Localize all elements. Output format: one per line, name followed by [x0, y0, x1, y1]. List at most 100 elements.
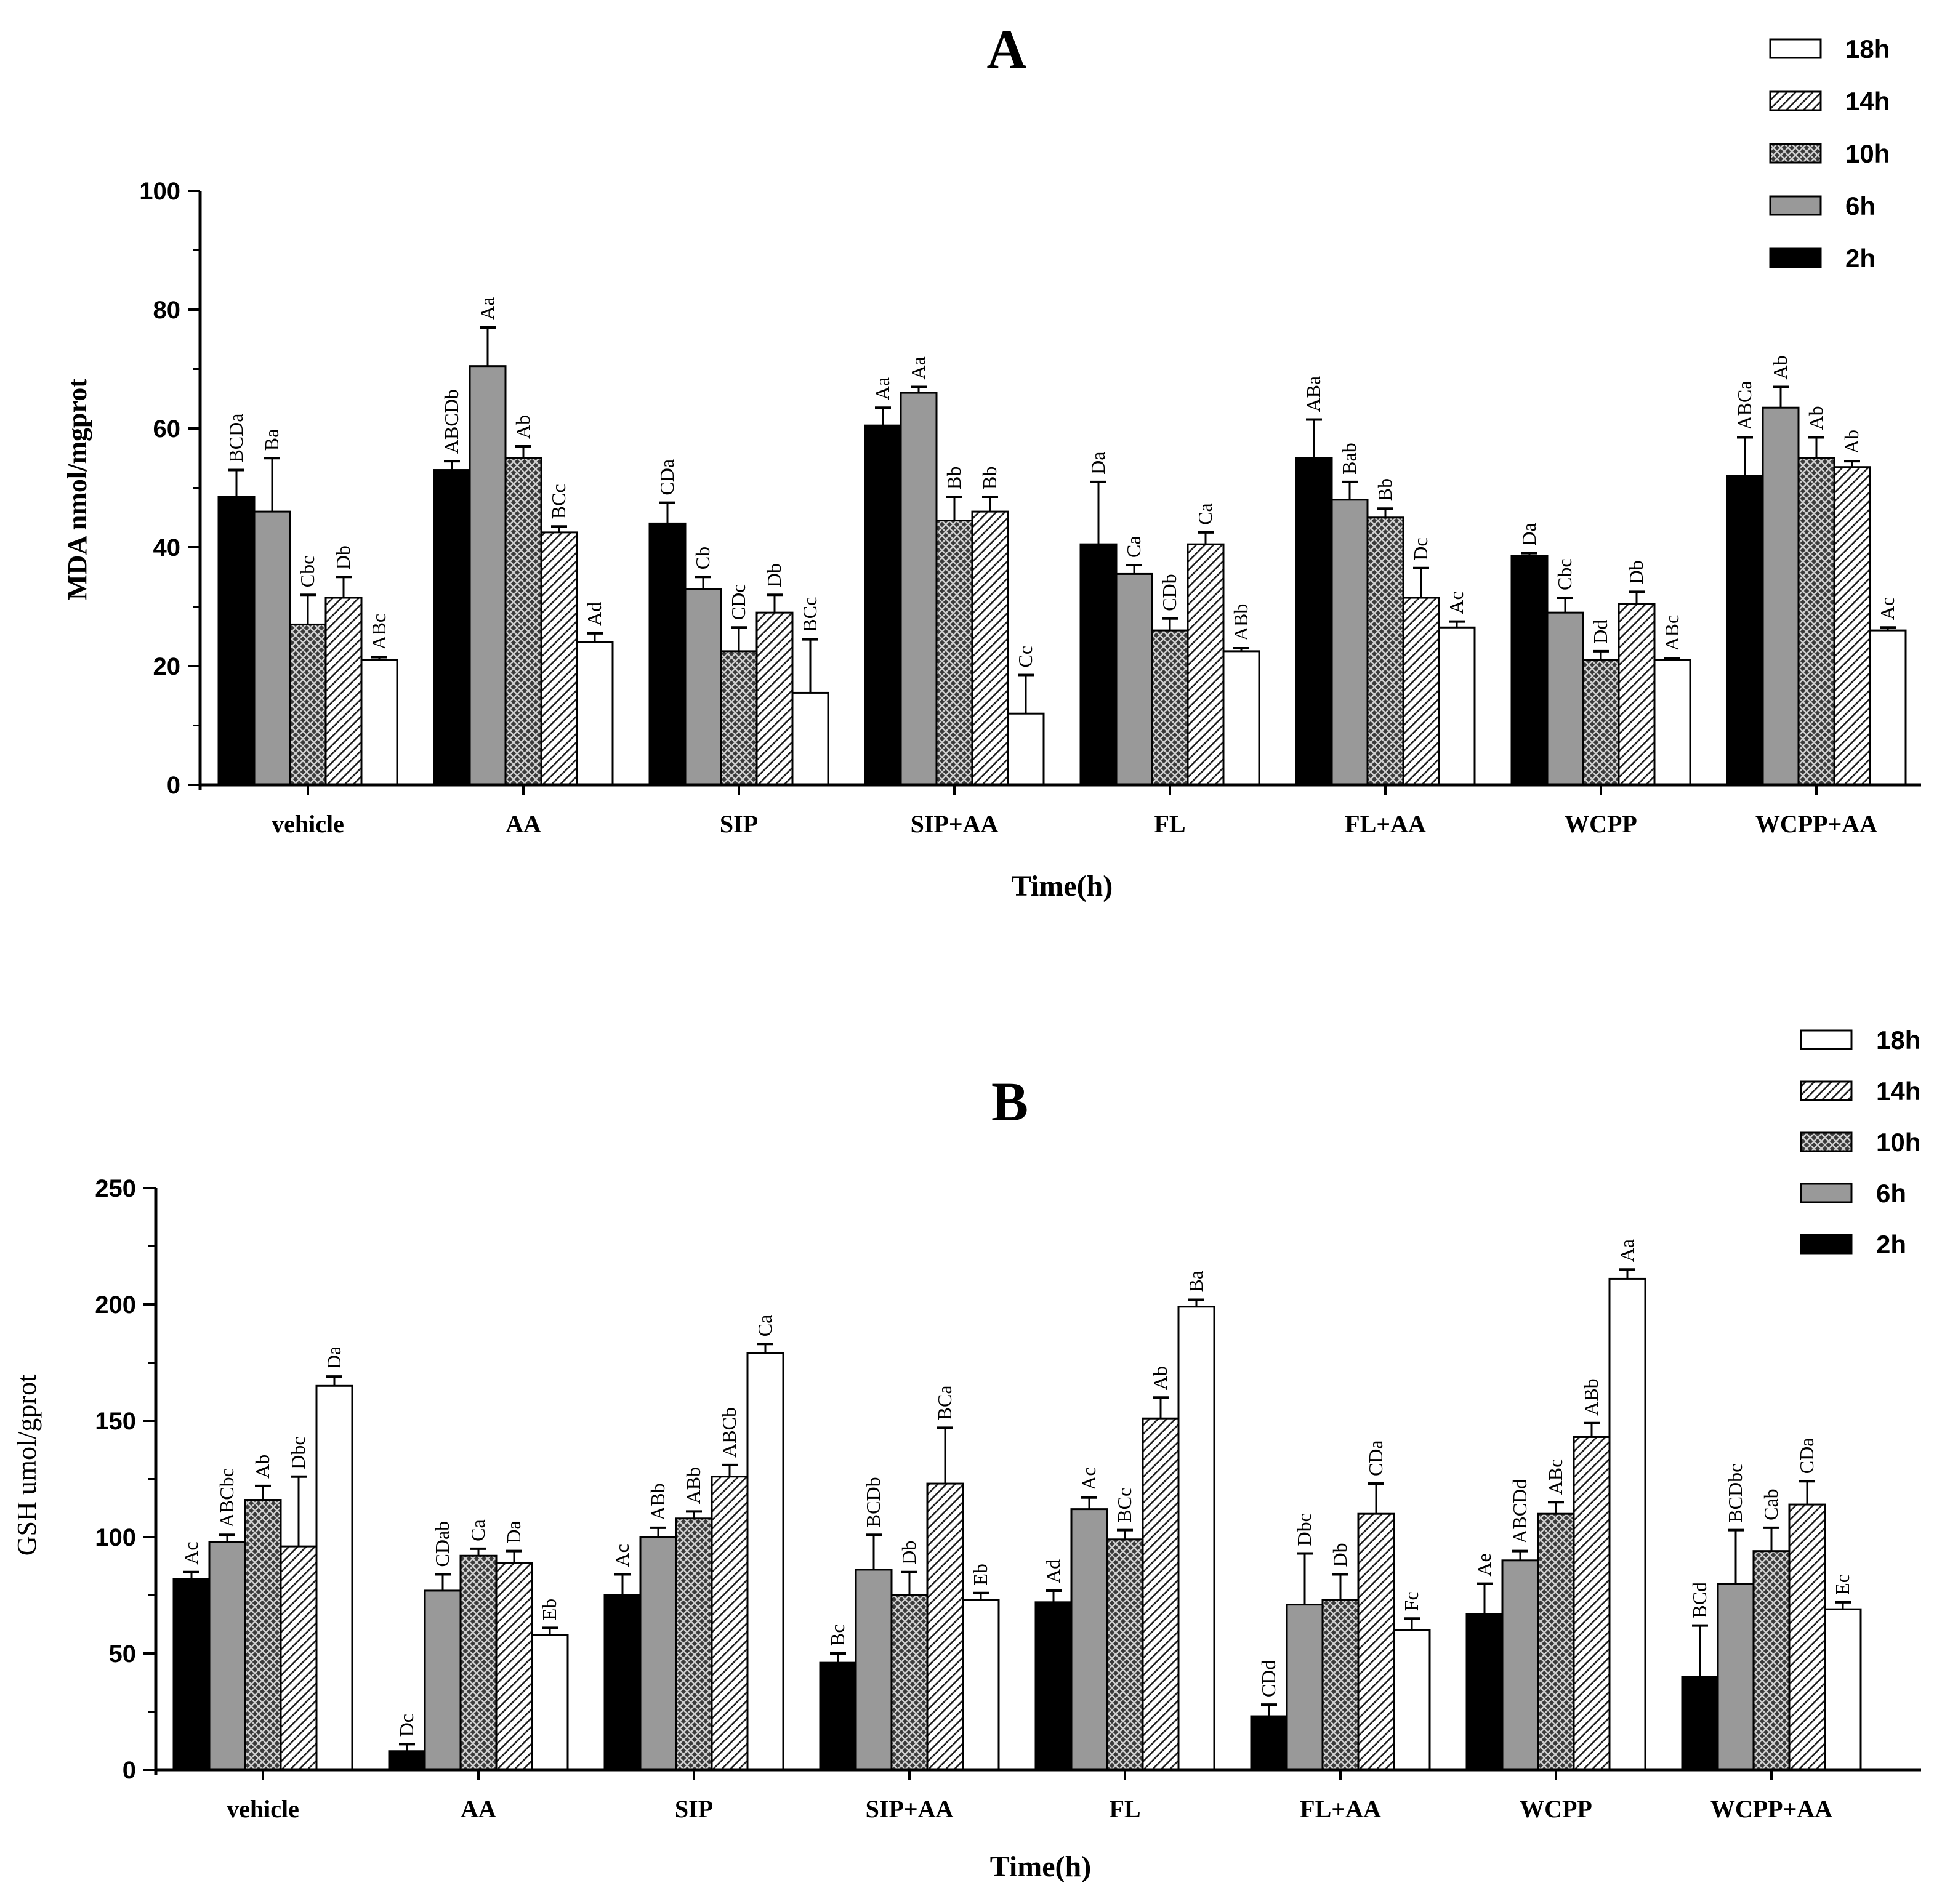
- bar-significance-label: ABCbc: [216, 1468, 238, 1527]
- bar-14h: [1618, 603, 1656, 786]
- bar-10h: [1582, 659, 1620, 786]
- bar-2h: [1726, 475, 1764, 786]
- bar-significance-label: Bb: [1374, 478, 1396, 501]
- bar-significance-label: Ab: [1769, 355, 1791, 379]
- bar-6h: [1501, 1559, 1539, 1771]
- bar-10h: [1537, 1512, 1575, 1771]
- chart-b-title: B: [991, 1072, 1028, 1133]
- bar-14h: [1187, 543, 1225, 786]
- bar-6h: [1546, 611, 1584, 786]
- bar-18h: [1608, 1277, 1646, 1771]
- bar-18h: [1177, 1306, 1215, 1771]
- bar-10h: [720, 650, 758, 786]
- bar-18h: [1653, 659, 1691, 786]
- bar-significance-label: BCa: [933, 1385, 956, 1420]
- x-category-label: WCPP+AA: [1755, 810, 1877, 838]
- bar-significance-label: Eb: [969, 1564, 991, 1586]
- y-tick-label: 0: [123, 1757, 136, 1784]
- legend-label: 6h: [1845, 191, 1875, 220]
- bar-18h: [1222, 650, 1260, 786]
- y-tick-label: 100: [139, 178, 180, 205]
- x-category-label: AA: [506, 810, 541, 838]
- legend-label: 14h: [1876, 1077, 1920, 1106]
- bar-significance-label: BCc: [1113, 1488, 1135, 1523]
- bar-significance-label: Aa: [871, 377, 893, 400]
- bar-6h: [1331, 499, 1369, 786]
- bar-10h: [1797, 457, 1835, 786]
- bar-significance-label: Cc: [1014, 646, 1036, 668]
- bar-2h: [388, 1750, 426, 1771]
- bar-14h: [1788, 1503, 1826, 1771]
- bar-significance-label: Da: [1518, 523, 1540, 545]
- bar-significance-label: Dc: [1409, 537, 1432, 560]
- bar-significance-label: BCd: [1688, 1582, 1710, 1618]
- bar-significance-label: ABb: [682, 1467, 704, 1504]
- legend-swatch-14h: [1800, 1080, 1853, 1101]
- bar-significance-label: Cab: [1760, 1488, 1782, 1520]
- bar-significance-label: ABb: [647, 1483, 669, 1520]
- bar-2h: [1510, 555, 1549, 786]
- x-category-label: SIP: [720, 810, 758, 838]
- bar-significance-label: Eb: [538, 1599, 560, 1621]
- y-tick-label: 50: [109, 1641, 137, 1668]
- bar-significance-label: ABc: [368, 614, 390, 650]
- bar-2h: [603, 1594, 642, 1771]
- y-tick-label: 100: [95, 1524, 136, 1551]
- x-category-label: WCPP: [1520, 1795, 1592, 1823]
- x-category-label: FL: [1109, 1795, 1140, 1823]
- bar-significance-label: Ca: [467, 1519, 489, 1541]
- bar-14h: [1357, 1512, 1395, 1771]
- x-category-label: vehicle: [272, 810, 344, 838]
- bar-significance-label: CDa: [656, 459, 678, 496]
- bar-2h: [172, 1578, 211, 1771]
- bar-6h: [1717, 1583, 1755, 1771]
- bar-10h: [1106, 1538, 1144, 1771]
- bar-significance-label: CDa: [1795, 1438, 1818, 1474]
- bar-significance-label: ABc: [1544, 1459, 1566, 1495]
- y-tick-label: 150: [95, 1408, 136, 1435]
- bar-significance-label: Ae: [1473, 1553, 1495, 1576]
- legend-label: 18h: [1876, 1026, 1920, 1054]
- bar-significance-label: Ac: [1078, 1467, 1100, 1490]
- bar-2h: [1295, 457, 1333, 786]
- bar-significance-label: Ab: [1149, 1366, 1171, 1390]
- x-category-label: FL: [1154, 810, 1185, 838]
- bar-6h: [424, 1589, 462, 1771]
- bar-14h: [1402, 597, 1440, 786]
- bar-2h: [1250, 1715, 1288, 1771]
- bar-18h: [576, 641, 614, 786]
- bar-significance-label: Ad: [1042, 1559, 1064, 1583]
- bar-significance-label: Db: [1329, 1543, 1351, 1567]
- chart-a-xlabel: Time(h): [1012, 870, 1113, 902]
- bar-6h: [855, 1569, 893, 1771]
- bar-significance-label: Ca: [1194, 503, 1216, 525]
- bar-significance-label: ABa: [1302, 376, 1324, 412]
- legend-swatch-18h: [1769, 38, 1822, 59]
- y-tick-label: 200: [95, 1291, 136, 1319]
- legend-swatch-2h: [1800, 1234, 1853, 1255]
- bar-significance-label: Da: [323, 1346, 345, 1369]
- x-category-label: SIP: [675, 1795, 713, 1823]
- bar-10h: [1366, 516, 1404, 786]
- legend-label: 18h: [1845, 34, 1890, 63]
- bar-significance-label: Ac: [1445, 591, 1467, 614]
- bar-2h: [1034, 1601, 1073, 1771]
- bar-significance-label: Cb: [691, 547, 714, 569]
- bar-significance-label: BCc: [547, 484, 570, 519]
- bar-14h: [926, 1482, 964, 1771]
- legend-swatch-18h: [1800, 1029, 1853, 1050]
- bar-significance-label: Ca: [1122, 536, 1145, 558]
- bar-significance-label: Db: [1625, 560, 1647, 584]
- bar-18h: [791, 691, 829, 786]
- bar-significance-label: BCc: [799, 597, 821, 632]
- legend-swatch-6h: [1769, 195, 1822, 216]
- bar-14h: [755, 611, 794, 786]
- bar-significance-label: Ba: [1185, 1271, 1207, 1293]
- y-tick-label: 80: [153, 297, 181, 324]
- bar-significance-label: ABCb: [718, 1407, 740, 1458]
- bar-18h: [746, 1352, 784, 1771]
- bar-significance-label: Aa: [1616, 1239, 1638, 1262]
- bar-6h: [469, 365, 507, 786]
- chart-b: B GSH umol/gprot Time(h) Ac ABCbc Ab Dbc Da D…: [12, 1026, 1921, 1883]
